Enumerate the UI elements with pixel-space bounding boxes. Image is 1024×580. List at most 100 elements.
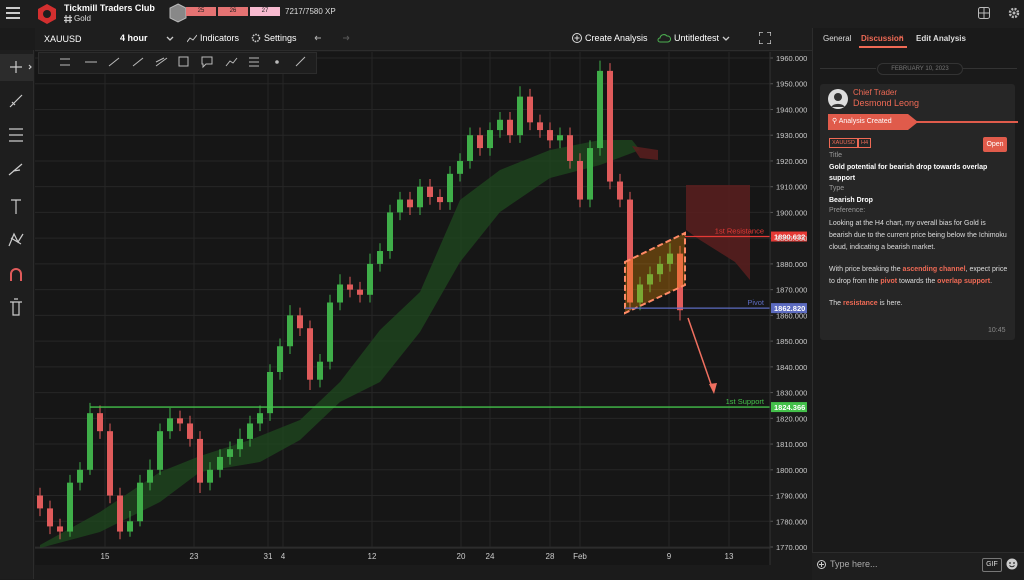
text: The <box>829 300 844 307</box>
candle-body <box>307 328 313 380</box>
candle-body <box>47 508 53 527</box>
candle-body <box>127 521 133 532</box>
candle-body <box>417 186 423 208</box>
candle-body <box>607 70 613 182</box>
y-tick-label: 1820.000 <box>776 414 807 423</box>
y-tick-label: 1930.000 <box>776 131 807 140</box>
text: With price breaking the <box>829 266 903 273</box>
event-text: Analysis Created <box>838 118 892 125</box>
y-tick-label: 1780.000 <box>776 517 807 526</box>
text: , expect price to drop from the <box>829 266 1008 285</box>
candle-body <box>37 495 43 509</box>
open-button[interactable]: Open <box>983 137 1007 152</box>
tab-underline <box>859 46 907 48</box>
highlight: overlap support <box>937 278 991 285</box>
field-label: Preference: <box>829 207 866 214</box>
paragraph: With price breaking the ascending channe… <box>829 264 1009 288</box>
tool-icons[interactable] <box>0 54 33 534</box>
candle-body <box>77 469 83 483</box>
menu-button[interactable] <box>6 7 20 19</box>
y-tick-label: 1800.000 <box>776 466 807 475</box>
app-title: Tickmill Traders Club <box>64 3 155 13</box>
settings-button[interactable]: Settings <box>264 33 297 43</box>
emoji-button[interactable] <box>1006 558 1018 570</box>
toolbar <box>35 28 812 51</box>
candle-body <box>677 253 683 311</box>
candle-body <box>327 302 333 362</box>
level-segment: 27 <box>250 7 280 16</box>
create-analysis-button[interactable]: Create Analysis <box>585 33 648 43</box>
candle-body <box>237 438 243 450</box>
tab[interactable]: Edit Analysis <box>916 34 966 43</box>
undo-redo[interactable] <box>312 33 352 43</box>
text: Looking at the H4 chart, my overall bias… <box>829 220 1007 251</box>
candle-body <box>637 284 643 303</box>
candle-body <box>287 315 293 347</box>
x-tick-label: 15 <box>101 552 110 561</box>
candle-body <box>667 253 673 264</box>
level-name: Pivot <box>747 298 765 307</box>
ichimoku-cloud-red <box>632 146 658 160</box>
candle-body <box>317 361 323 380</box>
xp-counter: 7217/7580 XP <box>285 7 336 16</box>
analysis-text: Looking at the H4 chart, my overall bias… <box>829 218 1009 320</box>
x-tick-label: 4 <box>281 552 286 561</box>
symbol-select[interactable]: XAUUSD <box>44 34 82 44</box>
candle-body <box>87 413 93 470</box>
event-banner <box>828 114 1018 130</box>
x-tick-label: 28 <box>546 552 555 561</box>
highlight: resistance <box>843 300 878 307</box>
paragraph: Looking at the H4 chart, my overall bias… <box>829 218 1009 254</box>
event-label: ⚲ Analysis Created <box>832 118 892 125</box>
level-badge <box>169 3 187 23</box>
candle-body <box>427 186 433 197</box>
grid-button[interactable] <box>978 7 990 19</box>
candle-body <box>597 70 603 149</box>
candle-body <box>117 495 123 532</box>
y-tick-label: 1870.000 <box>776 286 807 295</box>
candle-body <box>577 160 583 200</box>
highlight: ascending channel <box>902 266 966 273</box>
candle-body <box>647 274 653 285</box>
level-segment: 26 <box>218 7 248 16</box>
candle-body <box>397 199 403 213</box>
fullscreen-button[interactable] <box>759 32 771 44</box>
author-role: Chief Trader <box>853 88 898 97</box>
candle-body <box>387 212 393 252</box>
indicators-button[interactable]: Indicators <box>200 33 240 43</box>
gif-button[interactable]: GIF <box>982 558 1002 572</box>
candle-body <box>527 96 533 123</box>
candle-body <box>517 96 523 136</box>
chevron <box>166 36 174 41</box>
y-tick-label: 1910.000 <box>776 183 807 192</box>
add-button[interactable] <box>817 560 826 569</box>
price-tag-label: 1890.632 <box>774 233 805 242</box>
plus-icon <box>572 33 582 43</box>
candle-body <box>67 482 73 532</box>
candle-body <box>447 173 453 203</box>
tab-active[interactable]: Discussion <box>861 34 904 43</box>
timeframe-select[interactable]: 4 hour <box>120 33 148 43</box>
candle-body <box>207 469 213 483</box>
drawing-tools[interactable] <box>40 55 312 69</box>
candle-body <box>227 449 233 457</box>
layout-select[interactable]: Untitledtest <box>674 33 720 43</box>
candle-body <box>217 456 223 470</box>
x-tick-label: Feb <box>573 552 587 561</box>
x-tick-label: 23 <box>190 552 199 561</box>
close-tab[interactable]: × <box>899 33 904 42</box>
candle-body <box>147 469 153 483</box>
y-tick-label: 1770.000 <box>776 543 807 552</box>
paragraph: The resistance is here. <box>829 298 1009 310</box>
candle-body <box>137 482 143 522</box>
candle-body <box>487 130 493 149</box>
analysis-title: Gold potential for bearish drop towards … <box>829 164 988 182</box>
settings-button[interactable] <box>1008 7 1020 19</box>
price-tag <box>771 303 807 314</box>
price-tag-label: 1862.820 <box>774 304 805 313</box>
candle-body <box>257 413 263 424</box>
message-input[interactable]: Type here... <box>830 559 878 569</box>
composer <box>812 552 1024 580</box>
tab[interactable]: General <box>823 34 852 43</box>
